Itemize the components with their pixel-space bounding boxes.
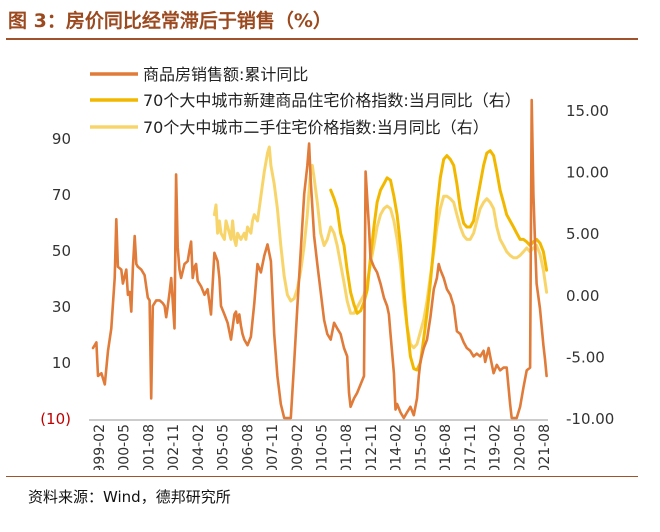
new-home-price-line [329, 149, 549, 372]
x-tick-label: 2002-11 [166, 424, 182, 470]
legend-label: 70个大中城市新建商品住宅价格指数:当月同比（右） [143, 91, 521, 110]
right-tick-label: 5.00 [566, 225, 599, 243]
left-tick-label: 10 [52, 354, 71, 372]
x-tick-label: 2001-08 [141, 424, 157, 470]
left-axis: 90 70 50 30 10 (10) [40, 130, 71, 428]
title-divider [6, 38, 638, 40]
source-divider [6, 476, 638, 477]
x-tick-label: 2004-02 [191, 424, 207, 470]
right-tick-label: -10.00 [566, 410, 614, 428]
x-tick-label: 2021-08 [537, 424, 553, 470]
source-note: 资料来源：Wind，德邦研究所 [28, 488, 231, 506]
legend-label: 商品房销售额:累计同比 [143, 65, 308, 84]
left-tick-label: 30 [52, 298, 71, 316]
right-tick-label: 10.00 [566, 164, 609, 182]
x-tick-label: 2007-11 [265, 424, 281, 470]
chart: 90 70 50 30 10 (10) 15.00 10.00 5.00 0.00 -5.00 -1… [40, 65, 614, 470]
x-tick-label: 2017-11 [463, 424, 479, 470]
x-tick-label: 2019-02 [488, 424, 504, 470]
left-tick-label: 70 [52, 186, 71, 204]
x-tick-label: 2010-05 [315, 424, 331, 470]
x-tick-label: 2020-05 [512, 424, 528, 470]
x-tick-label: 2006-08 [240, 424, 256, 470]
x-axis: 1999-02 2000-05 2001-08 2002-11 2004-02 2005-… [92, 424, 553, 470]
legend: 商品房销售额:累计同比 70个大中城市新建商品住宅价格指数:当月同比（右） 70个大… [90, 65, 521, 137]
x-tick-label: 2011-08 [339, 424, 355, 470]
x-tick-label: 2000-05 [117, 424, 133, 470]
x-tick-label: 1999-02 [92, 424, 108, 470]
x-tick-label: 2012-11 [364, 424, 380, 470]
sales-series-line [91, 98, 548, 420]
plot-series [91, 98, 549, 420]
legend-label: 70个大中城市二手住宅价格指数:当月同比（右） [143, 118, 489, 137]
x-tick-label: 2016-08 [438, 424, 454, 470]
right-axis: 15.00 10.00 5.00 0.00 -5.00 -10.00 [566, 102, 614, 428]
left-tick-label: 50 [52, 242, 71, 260]
right-tick-label: 0.00 [566, 287, 599, 305]
right-tick-label: -5.00 [566, 348, 605, 366]
x-tick-label: 2014-02 [389, 424, 405, 470]
x-tick-label: 2009-02 [290, 424, 306, 470]
x-tick-label: 2015-05 [413, 424, 429, 470]
figure-title: 图 3：房价同比经常滞后于销售（%） [8, 10, 332, 32]
left-tick-label: 90 [52, 130, 71, 148]
x-tick-label: 2005-05 [216, 424, 232, 470]
right-tick-label: 15.00 [566, 102, 609, 120]
left-tick-label: (10) [40, 410, 71, 428]
